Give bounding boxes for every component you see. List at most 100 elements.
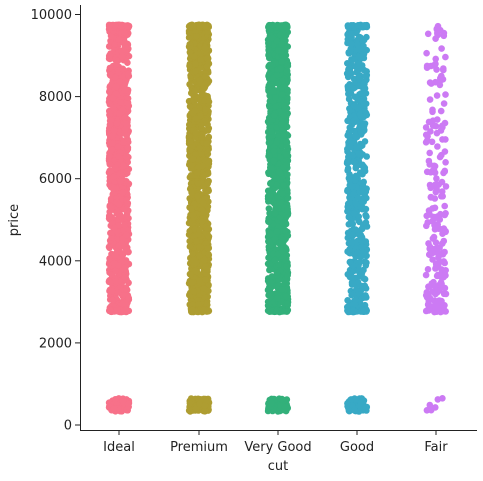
y-tick-label: 6000 (39, 172, 72, 187)
data-point (205, 98, 213, 106)
data-point (187, 407, 194, 414)
data-point (431, 307, 439, 315)
data-point (124, 144, 132, 151)
data-point (355, 150, 363, 158)
data-point (106, 88, 113, 96)
data-point (426, 149, 434, 157)
data-point (270, 147, 278, 155)
data-point (198, 90, 206, 98)
data-point (278, 395, 286, 403)
y-tick-label: 8000 (39, 90, 72, 105)
data-point (114, 289, 122, 296)
data-point (284, 86, 291, 94)
data-point (112, 60, 120, 68)
data-point (106, 121, 114, 129)
data-point (357, 112, 365, 120)
data-point (119, 65, 127, 73)
x-axis-title: cut (268, 459, 288, 474)
data-point (278, 247, 286, 255)
data-point (363, 259, 370, 267)
data-point (109, 296, 116, 304)
data-point (200, 199, 207, 207)
data-point (424, 290, 432, 298)
data-point (358, 243, 366, 251)
data-point (439, 124, 446, 131)
data-point (344, 400, 351, 407)
data-point (193, 238, 200, 245)
data-point (193, 32, 200, 40)
data-point (117, 213, 125, 220)
data-point (187, 138, 194, 145)
data-point (423, 407, 431, 414)
data-point (116, 78, 124, 85)
data-point (426, 96, 434, 103)
data-point (119, 189, 126, 196)
data-point (112, 267, 119, 275)
data-point (120, 162, 127, 170)
data-point (424, 30, 432, 38)
data-point (424, 266, 432, 273)
data-point (355, 45, 363, 53)
data-point (431, 226, 439, 233)
data-point (438, 72, 445, 80)
data-point (441, 202, 449, 210)
data-point (360, 308, 367, 315)
data-point (348, 239, 356, 246)
data-point (360, 293, 368, 301)
data-point (430, 245, 437, 253)
data-point (346, 199, 354, 206)
data-point (273, 228, 281, 235)
x-tick-label: Premium (170, 440, 228, 455)
data-point (205, 159, 212, 167)
data-point (194, 180, 202, 187)
data-point (110, 104, 117, 112)
data-point (429, 108, 436, 116)
data-point (204, 266, 211, 273)
data-point (278, 238, 285, 246)
data-point (351, 56, 358, 63)
data-point (106, 64, 114, 72)
data-point (282, 227, 289, 234)
data-point (422, 124, 430, 131)
data-point (115, 36, 123, 43)
data-point (200, 306, 207, 314)
data-point (284, 187, 291, 194)
data-point (425, 157, 433, 165)
data-point (186, 62, 193, 70)
data-point (106, 203, 114, 210)
data-point (115, 201, 123, 208)
data-point (268, 273, 276, 280)
x-tick-label: Fair (424, 440, 448, 455)
data-point (205, 287, 212, 295)
data-point (433, 66, 440, 73)
data-point (277, 65, 284, 73)
data-point (355, 75, 363, 82)
data-point (427, 194, 435, 201)
data-point (346, 246, 353, 253)
data-point (122, 43, 129, 50)
data-point (273, 308, 280, 315)
data-point (186, 400, 194, 407)
data-point (196, 22, 203, 29)
data-point (196, 77, 204, 84)
data-point (106, 306, 113, 314)
data-point (362, 404, 370, 411)
data-point (284, 232, 292, 239)
data-point (272, 181, 280, 188)
data-point (280, 182, 287, 189)
data-point (123, 231, 130, 239)
data-point (113, 120, 121, 127)
data-point (112, 90, 120, 97)
data-point (186, 23, 194, 31)
data-point (108, 146, 116, 154)
x-tick-label: Ideal (103, 440, 135, 455)
series-premium (185, 21, 213, 415)
data-point (123, 246, 131, 254)
data-point (363, 213, 370, 220)
data-point (362, 73, 370, 80)
data-point (438, 45, 445, 52)
data-point (267, 191, 274, 199)
data-point (121, 114, 129, 122)
data-point (284, 205, 291, 213)
